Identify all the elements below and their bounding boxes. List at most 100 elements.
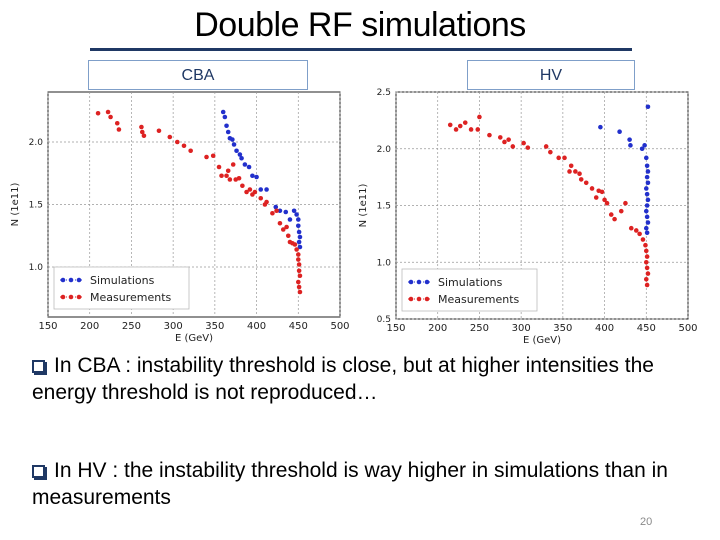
bullet-hv-text: In HV : the instability threshold is way… [32,459,668,509]
measurement-point [296,268,302,274]
measurement-point [573,169,578,174]
measurement-point [502,139,507,145]
measurement-point [227,177,233,182]
simulation-point [644,174,650,180]
simulation-point [264,187,269,192]
simulation-point [296,229,302,235]
simulation-point [598,124,603,130]
measurement-point [284,224,289,230]
y-tick-label: 2.5 [377,88,391,98]
x-tick-label: 500 [330,321,349,332]
measurement-point [556,155,561,161]
measurement-point [244,189,249,195]
measurement-point [643,242,648,248]
measurement-point [477,114,482,120]
simulation-point [237,152,243,157]
measurement-point [468,127,474,132]
measurement-point [297,273,303,279]
simulation-point [644,214,650,220]
measurement-point [462,120,468,125]
simulation-point [639,146,645,152]
measurement-point [640,237,646,242]
simulation-point [254,174,259,180]
measurement-point [297,289,303,295]
y-tick-label: 1.5 [377,202,391,212]
page-number: 20 [640,516,653,528]
legend-marker [416,279,422,285]
measurement-point [156,128,162,134]
legend-label: Simulations [90,274,155,287]
measurement-point [604,200,610,206]
measurement-point [510,144,516,149]
measurement-point [280,227,286,232]
measurement-point [139,124,144,130]
measurement-point [95,110,101,116]
measurement-point [543,144,549,149]
simulation-point [242,162,248,167]
measurement-point [204,154,209,160]
legend-box [401,268,538,312]
simulation-point [291,208,297,214]
simulation-point [642,143,647,148]
measurement-point [612,216,617,222]
simulation-point [643,155,649,161]
measurement-point [141,133,147,139]
hv-label: HV [467,60,635,90]
measurement-point [602,197,607,203]
measurement-point [637,231,642,237]
measurement-point [623,200,628,206]
simulation-point [296,239,302,245]
hv-scatter-chart: 150 200 250 300 350 400 450 500 0.5 1.0 1.5 2.0 2.5 E… [358,88,698,345]
measurement-point [447,122,453,128]
measurement-point [593,195,599,200]
measurement-point [258,195,264,201]
simulation-point [222,114,228,120]
simulation-point [617,129,622,135]
legend-label: Measurements [90,291,172,304]
measurement-point [568,163,574,169]
x-tick-label: 300 [512,323,531,334]
x-tick-label: 500 [678,323,697,334]
simulation-point [645,220,651,225]
measurement-point [628,225,634,231]
x-tick-label: 150 [386,323,405,334]
y-tick-label: 2.0 [377,145,392,155]
simulation-point [644,230,650,236]
measurement-point [475,127,481,132]
measurement-point [219,173,224,179]
simulation-point [273,204,279,210]
x-tick-label: 400 [595,323,614,334]
measurement-point [577,171,582,177]
measurement-point [295,279,301,285]
x-tick-label: 450 [289,321,308,332]
simulation-point [644,191,650,197]
x-tick-label: 200 [80,321,99,332]
measurement-point [457,123,463,129]
measurement-point [589,186,595,191]
y-tick-label: 1.0 [29,263,44,273]
measurement-point [578,177,584,182]
simulation-point [220,109,226,115]
simulation-point [627,137,632,142]
measurement-point [236,175,242,181]
x-axis-label: E (GeV) [523,335,561,345]
legend-marker [68,277,74,283]
simulation-point [297,234,303,240]
legend-box [53,266,190,310]
legend-label: Measurements [438,293,520,306]
x-tick-label: 350 [205,321,224,332]
measurement-point [188,148,193,154]
simulation-point [297,244,303,250]
x-tick-label: 350 [553,323,572,334]
measurement-point [181,143,187,149]
measurement-point [252,189,258,195]
simulation-point [287,217,293,222]
simulation-point [277,208,283,214]
measurement-point [114,120,120,126]
measurement-point [210,153,216,159]
simulation-point [294,212,299,217]
cba-label: CBA [88,60,308,90]
measurement-point [105,109,111,115]
y-tick-label: 2.0 [29,138,44,148]
measurement-point [608,212,614,217]
